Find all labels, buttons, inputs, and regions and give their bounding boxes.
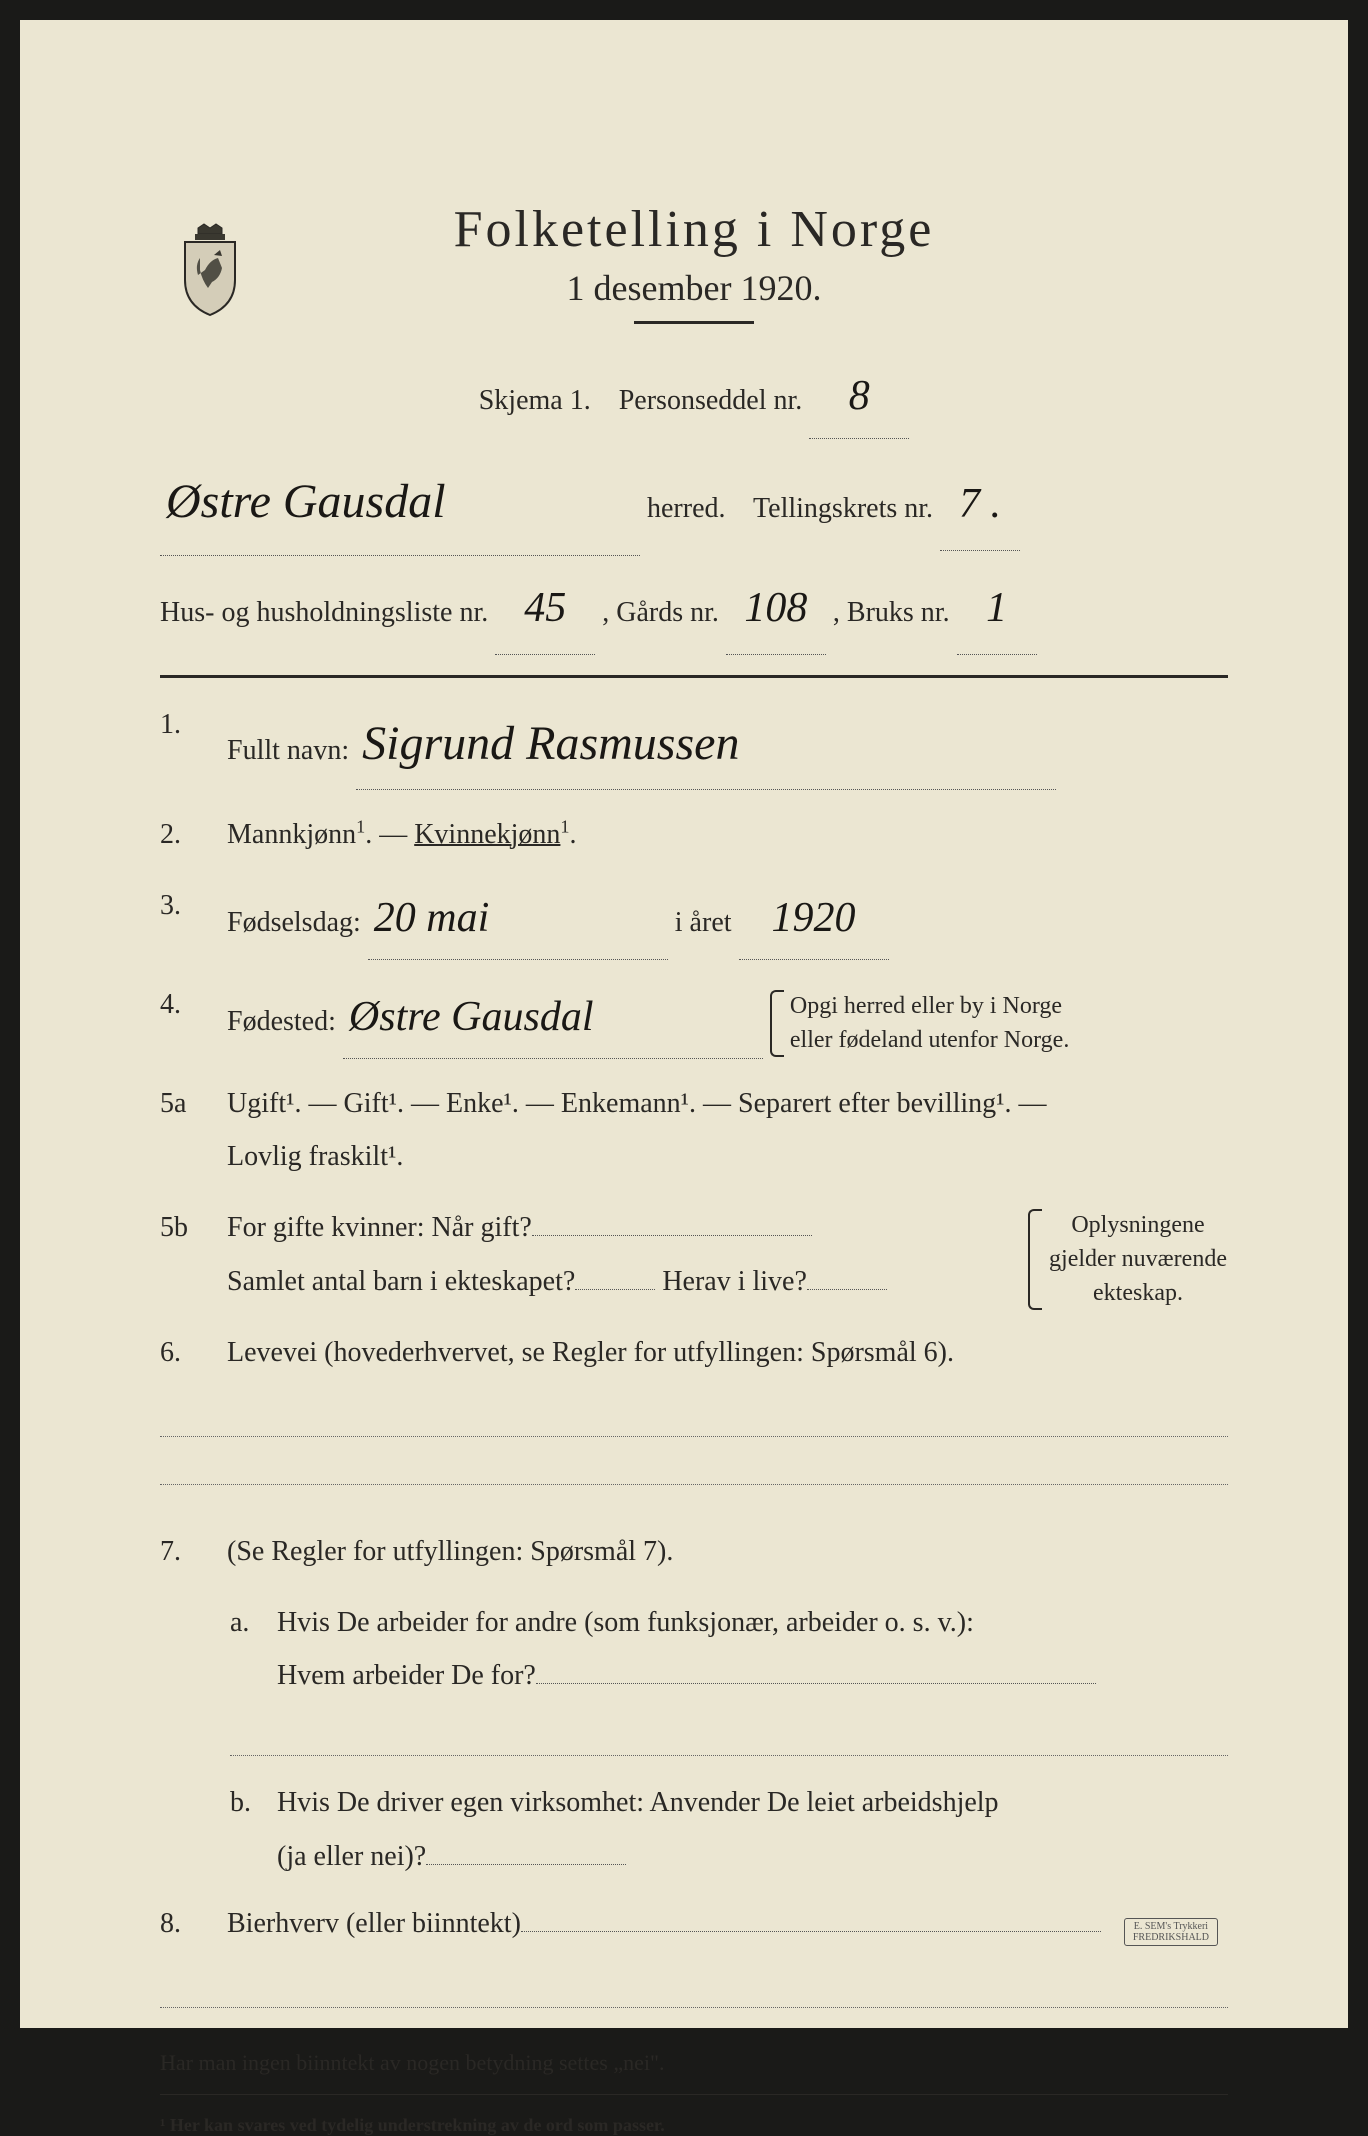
herred-value: Østre Gausdal bbox=[166, 449, 446, 555]
q3-mid: i året bbox=[675, 907, 732, 938]
q2-num: 2. bbox=[160, 808, 220, 861]
page-title: Folketelling i Norge bbox=[160, 200, 1228, 259]
q5b-num: 5b bbox=[160, 1201, 220, 1254]
q2-sup2: 1 bbox=[560, 817, 569, 837]
q3-label: Fødselsdag: bbox=[227, 907, 361, 938]
bruks-value: 1 bbox=[986, 562, 1007, 654]
q3-year: 1920 bbox=[772, 879, 856, 959]
tellingskrets-label: Tellingskrets nr. bbox=[753, 493, 933, 524]
page-subtitle: 1 desember 1920. bbox=[160, 267, 1228, 309]
question-7: 7. (Se Regler for utfyllingen: Spørsmål … bbox=[160, 1525, 1228, 1578]
q1-value: Sigrund Rasmussen bbox=[362, 698, 739, 789]
q2-kvinne: Kvinnekjønn bbox=[414, 819, 560, 850]
question-5b: 5b For gifte kvinner: Når gift? Samlet a… bbox=[160, 1201, 1228, 1307]
question-7a: a. Hvis De arbeider for andre (som funks… bbox=[160, 1596, 1228, 1702]
q7b-text1: Hvis De driver egen virksomhet: Anvender… bbox=[277, 1787, 999, 1818]
q5b-note: Oplysningene gjelder nuværende ekteskap. bbox=[1028, 1209, 1228, 1310]
q5a-opts: Ugift¹. — Gift¹. — Enke¹. — Enkemann¹. —… bbox=[227, 1088, 1047, 1119]
bruks-label: , Bruks nr. bbox=[833, 597, 950, 628]
stamp-line2: FREDRIKSHALD bbox=[1133, 1932, 1209, 1943]
q5b-note-a: Oplysningene bbox=[1071, 1212, 1204, 1238]
question-6: 6. Levevei (hovederhvervet, se Regler fo… bbox=[160, 1326, 1228, 1379]
title-divider bbox=[634, 321, 754, 324]
blank-line-1 bbox=[160, 1397, 1228, 1437]
q7b-text2: (ja eller nei)? bbox=[277, 1841, 426, 1872]
q5b-label3: Herav i live? bbox=[662, 1266, 807, 1297]
q7b-letter: b. bbox=[230, 1776, 270, 1829]
q3-num: 3. bbox=[160, 879, 220, 932]
question-7b: b. Hvis De driver egen virksomhet: Anven… bbox=[160, 1776, 1228, 1882]
question-3: 3. Fødselsdag: 20 mai i året 1920 bbox=[160, 879, 1228, 960]
q5a-num: 5a bbox=[160, 1077, 220, 1130]
q7-num: 7. bbox=[160, 1525, 220, 1578]
stamp-line1: E. SEM's Trykkeri bbox=[1134, 1921, 1208, 1932]
gards-value: 108 bbox=[744, 562, 807, 654]
form-header-line1: Skjema 1. Personseddel nr. 8 bbox=[160, 354, 1228, 439]
section-divider bbox=[160, 675, 1228, 678]
form-header-line2: Østre Gausdal herred. Tellingskrets nr. … bbox=[160, 449, 1228, 556]
herred-label: herred. bbox=[647, 493, 726, 524]
q5b-note-c: ekteskap. bbox=[1093, 1280, 1183, 1306]
printer-stamp: E. SEM's Trykkeri FREDRIKSHALD bbox=[1124, 1918, 1218, 1946]
heraldic-shield-svg bbox=[170, 220, 250, 320]
q7-label: (Se Regler for utfyllingen: Spørsmål 7). bbox=[227, 1536, 673, 1567]
gards-label: , Gårds nr. bbox=[602, 597, 719, 628]
footnote-2: ¹ Her kan svares ved tydelig understrekn… bbox=[160, 2115, 1228, 2136]
q5a-opts2: Lovlig fraskilt¹. bbox=[227, 1141, 403, 1172]
question-8: 8. Bierhverv (eller biinntekt) bbox=[160, 1897, 1228, 1950]
q5b-note-b: gjelder nuværende bbox=[1049, 1246, 1227, 1272]
question-5a: 5a Ugift¹. — Gift¹. — Enke¹. — Enkemann¹… bbox=[160, 1077, 1228, 1183]
q8-label: Bierhverv (eller biinntekt) bbox=[227, 1908, 521, 1939]
footnote-1: Har man ingen biinntekt av nogen betydni… bbox=[160, 2038, 1228, 2076]
q6-label: Levevei (hovederhvervet, se Regler for u… bbox=[227, 1337, 954, 1368]
q5b-label2: Samlet antal barn i ekteskapet? bbox=[227, 1266, 575, 1297]
q4-note-b: eller fødeland utenfor Norge. bbox=[790, 1027, 1069, 1053]
coat-of-arms-icon bbox=[170, 220, 250, 320]
tellingskrets-value: 7 . bbox=[959, 458, 1001, 550]
personseddel-label: Personseddel nr. bbox=[619, 385, 803, 416]
q3-day: 20 mai bbox=[374, 879, 490, 959]
blank-line-7a bbox=[230, 1716, 1228, 1756]
q7a-text2: Hvem arbeider De for? bbox=[277, 1660, 536, 1691]
hus-label: Hus- og husholdningsliste nr. bbox=[160, 597, 488, 628]
census-form-page: Folketelling i Norge 1 desember 1920. Sk… bbox=[20, 20, 1348, 2028]
q1-label: Fullt navn: bbox=[227, 735, 349, 766]
q7a-letter: a. bbox=[230, 1596, 270, 1649]
question-2: 2. Mannkjønn1. — Kvinnekjønn1. bbox=[160, 808, 1228, 861]
form-header-line3: Hus- og husholdningsliste nr. 45 , Gårds… bbox=[160, 562, 1228, 655]
q4-num: 4. bbox=[160, 978, 220, 1031]
blank-line-8 bbox=[160, 1968, 1228, 2008]
blank-line-2 bbox=[160, 1445, 1228, 1485]
q2-mann: Mannkjønn bbox=[227, 819, 356, 850]
q1-num: 1. bbox=[160, 698, 220, 751]
hus-value: 45 bbox=[524, 562, 566, 654]
personseddel-value: 8 bbox=[849, 354, 870, 438]
q4-note-a: Opgi herred eller by i Norge bbox=[790, 993, 1062, 1019]
q5b-label: For gifte kvinner: Når gift? bbox=[227, 1212, 532, 1243]
q4-label: Fødested: bbox=[227, 1006, 336, 1037]
q2-sup1: 1 bbox=[356, 817, 365, 837]
q8-num: 8. bbox=[160, 1897, 220, 1950]
q4-note: Opgi herred eller by i Norge eller fødel… bbox=[770, 990, 1069, 1057]
footnote-divider bbox=[160, 2094, 1228, 2095]
skjema-label: Skjema 1. bbox=[479, 385, 591, 416]
question-1: 1. Fullt navn: Sigrund Rasmussen bbox=[160, 698, 1228, 790]
question-4: 4. Fødested: Østre Gausdal Opgi herred e… bbox=[160, 978, 1228, 1059]
q6-num: 6. bbox=[160, 1326, 220, 1379]
q7a-text1: Hvis De arbeider for andre (som funksjon… bbox=[277, 1607, 974, 1638]
q4-value: Østre Gausdal bbox=[349, 978, 594, 1058]
